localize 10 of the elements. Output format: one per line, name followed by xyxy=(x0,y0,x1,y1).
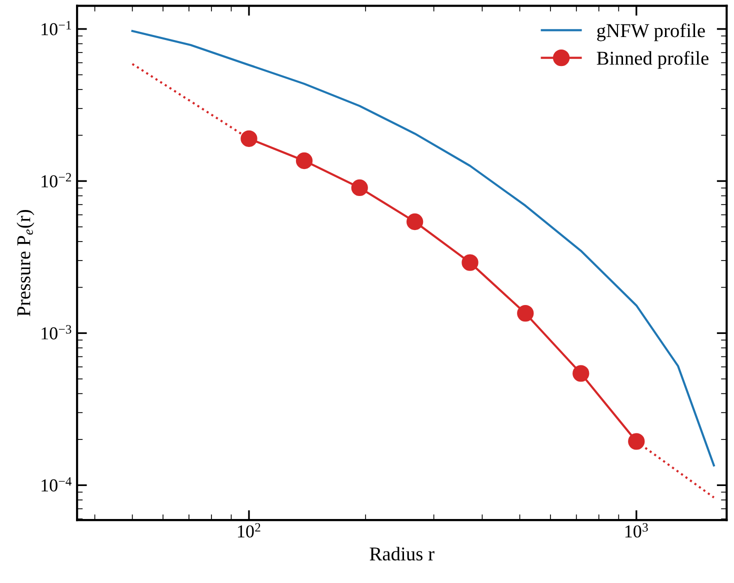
x-tick-label: 10$^{3}$ xyxy=(625,523,648,538)
y-tick-label: 10$^{−2}$ xyxy=(42,173,72,188)
x-tick-label: 10$^{2}$ xyxy=(238,523,260,538)
y-tick-label: 10$^{−3}$ xyxy=(42,325,72,340)
y-tick-label: 10$^{−4}$ xyxy=(42,477,72,492)
y-axis-title: Pressure P$_{e}$(r) xyxy=(16,210,34,316)
x-axis-title: Radius r xyxy=(370,546,434,561)
legend-label: Binned profile xyxy=(596,50,708,69)
legend-label: gNFW profile xyxy=(597,23,705,42)
y-tick-label: 10$^{−1}$ xyxy=(42,20,71,36)
